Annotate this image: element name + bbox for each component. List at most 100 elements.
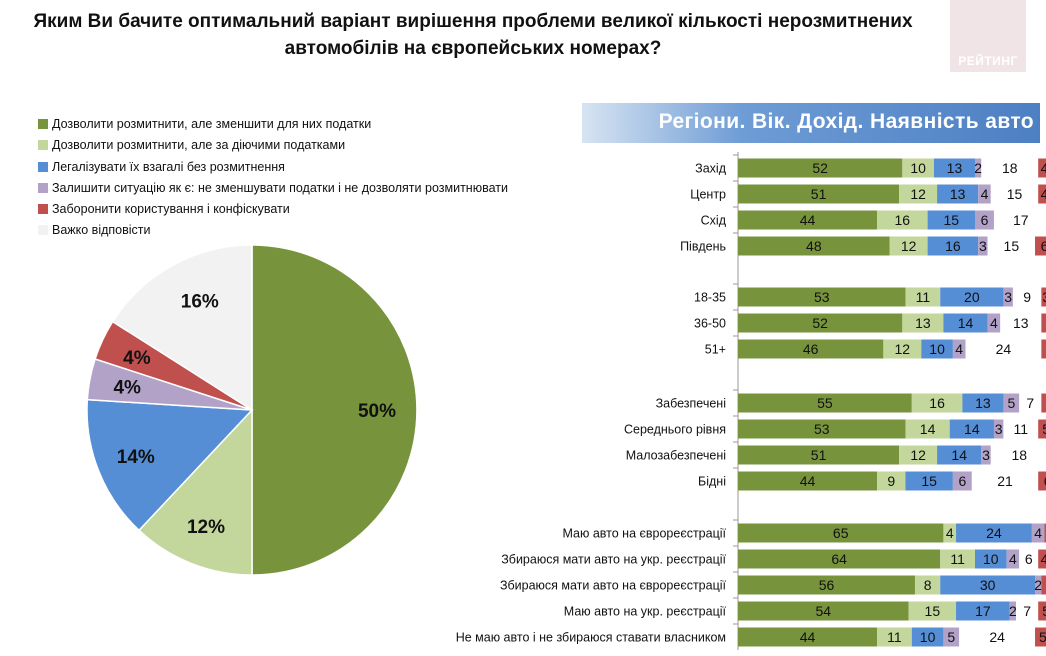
bar-segment <box>905 287 941 307</box>
bar-segment <box>949 419 994 439</box>
bar-value-label: 56 <box>819 577 835 593</box>
bar-value-label: 5 <box>1007 395 1015 411</box>
bar-segment <box>738 471 878 491</box>
legend-item: Важко відповісти <box>38 220 508 241</box>
bar-value-label: 11 <box>916 289 931 305</box>
bar-value-label: 53 <box>814 421 830 437</box>
bar-segment <box>1035 236 1046 256</box>
legend-label: Дозволити розмитнити, але за діючими под… <box>52 138 346 153</box>
bar-segment <box>1038 158 1046 178</box>
row-label: Маю авто на укр. реєстрації <box>564 605 727 619</box>
pie-chart: 50% 12% 14% 4% 4% 16% <box>86 244 418 576</box>
bar-value-label: 51 <box>811 447 827 463</box>
bar-value-label: 9 <box>1023 289 1031 305</box>
bar-value-label: 3 <box>982 447 990 463</box>
pie-slice <box>86 398 254 532</box>
bar-segment <box>1019 549 1039 569</box>
legend-swatch <box>38 140 48 151</box>
bar-value-label: 24 <box>986 525 1002 541</box>
row-label: Малозабезпечені <box>626 449 726 463</box>
bar-segment <box>914 575 941 595</box>
bar-value-label: 4 <box>1034 525 1042 541</box>
bar-segment <box>937 184 979 204</box>
bar-value-label: 16 <box>895 212 911 228</box>
row-label: Не маю авто і не збираюся ставати власни… <box>456 631 726 645</box>
chart-title: Яким Ви бачите оптимальний варіант виріш… <box>0 8 946 62</box>
bar-value-label: 18 <box>1011 447 1027 463</box>
bar-segment <box>990 184 1039 204</box>
bar-value-label: 12 <box>910 447 926 463</box>
bar-segment <box>738 313 903 333</box>
bar-segment <box>738 445 900 465</box>
bar-segment <box>921 339 953 359</box>
legend-label: Заборонити користування і конфіскувати <box>52 202 290 217</box>
legend-swatch <box>38 182 48 193</box>
row-label: Забезпечені <box>656 397 726 411</box>
bar-value-label: 16 <box>945 238 961 254</box>
bar-segment <box>937 445 982 465</box>
bar-segment <box>1041 287 1046 307</box>
bar-value-label: 4 <box>1009 551 1017 567</box>
bar-segment <box>877 471 906 491</box>
bar-segment <box>1035 627 1046 647</box>
bar-segment <box>738 575 915 595</box>
bar-segment <box>959 627 1036 647</box>
bar-value-label: 5 <box>1039 629 1046 645</box>
legend-label: Залишити ситуацію як є: не зменшувати по… <box>52 180 508 195</box>
bar-value-label: 30 <box>980 577 996 593</box>
bar-segment <box>975 210 994 230</box>
bar-segment <box>1009 601 1017 621</box>
bar-value-label: 18 <box>1002 160 1018 176</box>
bar-segment <box>1038 601 1046 621</box>
bar-segment <box>1003 419 1039 439</box>
pie-value-label: 4% <box>113 378 141 399</box>
bar-value-label: 2 <box>1034 577 1042 593</box>
bar-segment <box>1003 287 1013 307</box>
legend-item: Залишити ситуацію як є: не зменшувати по… <box>38 178 508 199</box>
bar-value-label: 14 <box>951 447 967 463</box>
bar-segment <box>943 523 957 543</box>
bar-value-label: 10 <box>910 160 926 176</box>
bar-value-label: 4 <box>990 315 998 331</box>
bar-segment <box>952 339 966 359</box>
legend-swatch <box>38 225 48 236</box>
bar-segment <box>978 236 988 256</box>
breakdown-title: Регіони. Вік. Дохід. Наявність авто <box>658 110 1034 133</box>
bar-segment <box>889 236 928 256</box>
bar-segment <box>962 393 1004 413</box>
bar-segment <box>1038 549 1046 569</box>
bar-segment <box>738 549 941 569</box>
bar-segment <box>738 601 909 621</box>
bar-value-label: 3 <box>995 421 1003 437</box>
bar-value-label: 48 <box>806 238 822 254</box>
bar-value-label: 15 <box>1004 238 1020 254</box>
legend-item: Дозволити розмитнити, але зменшити для н… <box>38 114 508 135</box>
bar-value-label: 3 <box>1042 289 1046 305</box>
bar-segment <box>883 339 922 359</box>
bar-value-label: 44 <box>800 212 816 228</box>
bar-segment <box>738 523 944 543</box>
bar-value-label: 10 <box>920 629 936 645</box>
pie-slice <box>111 244 253 412</box>
pie-value-label: 12% <box>187 517 225 538</box>
bar-segment <box>940 287 1004 307</box>
pie-slice <box>137 408 253 576</box>
bar-value-label: 15 <box>925 603 941 619</box>
bar-segment <box>738 419 906 439</box>
legend-swatch <box>38 119 48 129</box>
pie-value-label: 14% <box>117 447 155 468</box>
bar-value-label: 7 <box>1023 603 1031 619</box>
bar-segment <box>987 236 1036 256</box>
row-label: Схід <box>701 214 727 228</box>
bar-segment <box>943 627 960 647</box>
bar-value-label: 4 <box>981 186 989 202</box>
bar-segment <box>1038 184 1046 204</box>
bar-value-label: 4 <box>955 341 963 357</box>
bar-value-label: 64 <box>831 551 847 567</box>
bar-segment <box>877 627 912 647</box>
bar-value-label: 11 <box>950 551 965 567</box>
bar-value-label: 15 <box>944 212 960 228</box>
bar-segment <box>1041 393 1046 413</box>
bar-value-label: 6 <box>958 473 966 489</box>
